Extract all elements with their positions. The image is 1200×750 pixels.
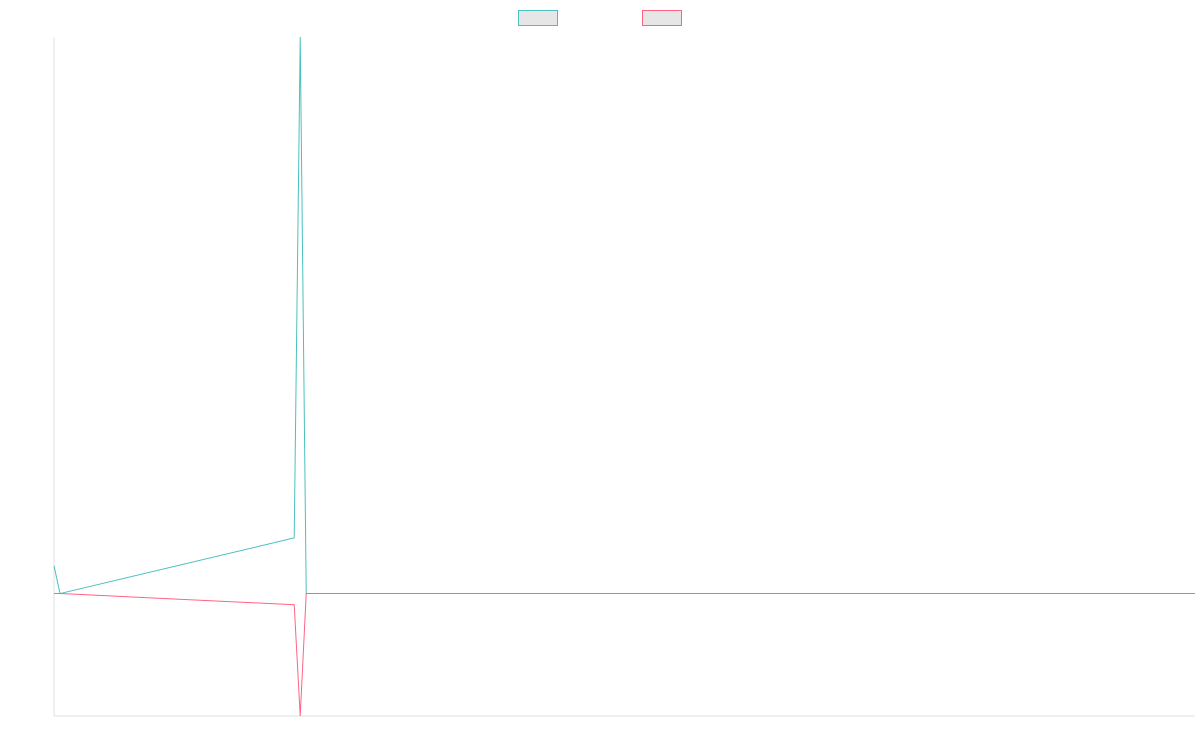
- legend-swatch[interactable]: [642, 10, 682, 26]
- legend-swatch[interactable]: [518, 10, 558, 26]
- series-line: [54, 593, 1195, 717]
- series-line: [53, 36, 1195, 595]
